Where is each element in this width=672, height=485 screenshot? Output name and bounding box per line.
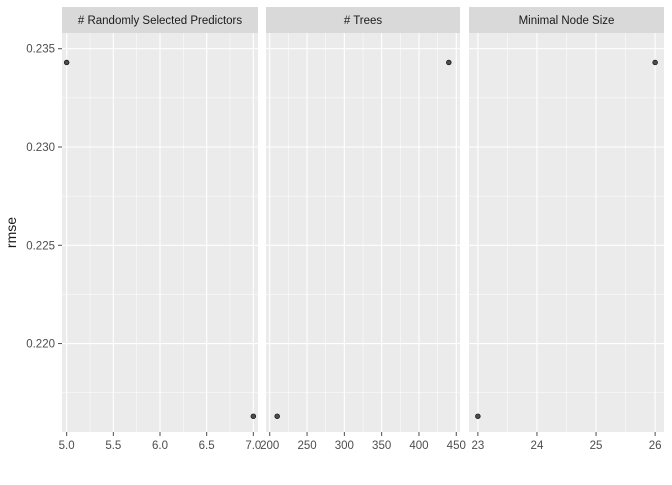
x-tick-label: 25	[590, 440, 603, 452]
data-point	[475, 413, 481, 419]
facet-title: Minimal Node Size	[519, 15, 615, 27]
data-point	[63, 59, 70, 66]
y-tick-label: 0.220	[26, 339, 55, 351]
facet-title: # Randomly Selected Predictors	[78, 15, 243, 27]
x-tick-label: 7.0	[245, 440, 261, 452]
y-tick-label: 0.230	[26, 142, 55, 154]
x-tick-label: 450	[447, 440, 466, 452]
x-tick-label: 250	[297, 440, 316, 452]
facet-title: # Trees	[344, 15, 383, 27]
x-tick-label: 6.5	[199, 440, 215, 452]
x-tick-label: 26	[649, 440, 662, 452]
data-point	[250, 413, 257, 419]
y-axis-title: rmse	[3, 217, 19, 248]
x-tick-label: 24	[531, 440, 544, 452]
x-tick-label: 5.0	[59, 440, 75, 452]
facet-strip	[469, 7, 664, 33]
x-tick-label: 6.0	[152, 440, 168, 452]
x-tick-label: 23	[471, 440, 484, 452]
data-point	[446, 59, 452, 66]
x-tick-label: 200	[260, 440, 279, 452]
data-point	[652, 59, 658, 66]
x-tick-label: 350	[372, 440, 391, 452]
y-tick-label: 0.235	[26, 44, 55, 56]
data-point	[274, 413, 280, 419]
y-tick-label: 0.225	[26, 240, 55, 252]
facet-strip	[62, 7, 258, 33]
x-tick-label: 400	[409, 440, 428, 452]
x-tick-label: 300	[335, 440, 354, 452]
facet-strip	[266, 7, 460, 33]
x-tick-label: 5.5	[105, 440, 121, 452]
